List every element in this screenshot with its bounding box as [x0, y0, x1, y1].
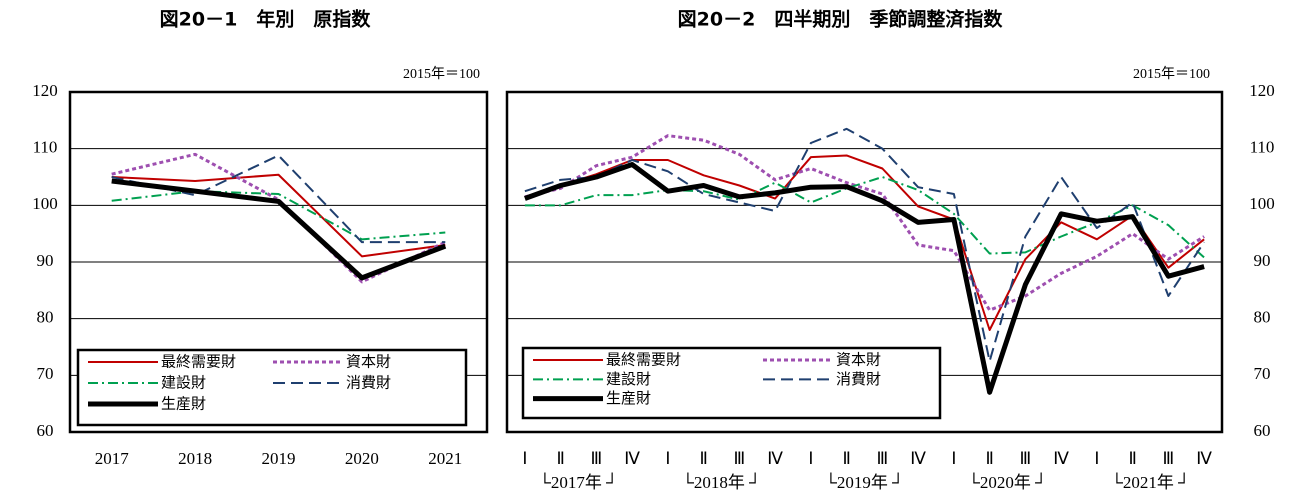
legend-label: 最終需要財 [161, 353, 236, 371]
x-tick-label: Ⅱ [985, 449, 993, 468]
x-tick-label: 2021 [428, 449, 462, 468]
y-tick-label: 110 [33, 138, 58, 157]
x-tick-label: Ⅳ [767, 449, 783, 468]
series-line [111, 173, 446, 258]
x-tick-label: 2020 [345, 449, 379, 468]
series-line [524, 154, 1205, 331]
legend-label: 生産財 [161, 395, 206, 413]
series-line [111, 190, 446, 241]
x-tick-label: Ⅰ [665, 449, 670, 468]
legend-label: 資本財 [836, 351, 881, 369]
x-tick-label: Ⅲ [591, 449, 603, 468]
x-tick-label: Ⅲ [877, 449, 889, 468]
y-tick-label: 100 [32, 194, 58, 213]
x-tick-label: Ⅰ [1094, 449, 1099, 468]
x-tick-label: 2018 [178, 449, 212, 468]
legend-label: 最終需要財 [606, 351, 681, 369]
unit-note: 2015年＝100 [1133, 66, 1210, 82]
x-tick-label: Ⅳ [1196, 449, 1212, 468]
x-tick-label: Ⅰ [951, 449, 956, 468]
year-label: └2018年 ┘ [682, 472, 761, 492]
plot-frame [68, 90, 489, 434]
year-label: └2020年 ┘ [968, 472, 1047, 492]
y-tick-label: 120 [1249, 81, 1275, 100]
legend-label: 消費財 [346, 374, 391, 392]
x-tick-label: Ⅲ [1020, 449, 1032, 468]
x-tick-label: Ⅰ [808, 449, 813, 468]
series-line [524, 127, 1205, 363]
y-tick-label: 60 [1254, 421, 1271, 440]
y-tick-label: 90 [37, 251, 54, 270]
x-tick-label: Ⅳ [1053, 449, 1069, 468]
y-tick-label: 120 [32, 81, 58, 100]
x-tick-label: Ⅰ [522, 449, 527, 468]
legend-label: 建設財 [606, 370, 651, 388]
y-tick-label: 100 [1249, 194, 1275, 213]
chart-title: 図20－2 四半期別 季節調整済指数 [678, 8, 1004, 31]
legend-label: 資本財 [346, 353, 391, 371]
series-line [524, 162, 1205, 395]
plot-frame [505, 90, 1224, 434]
legend-label: 消費財 [836, 370, 881, 388]
y-tick-label: 60 [37, 421, 54, 440]
chart-title: 図20－1 年別 原指数 [160, 8, 372, 31]
x-tick-label: Ⅲ [1163, 449, 1175, 468]
x-tick-label: Ⅱ [556, 449, 564, 468]
y-tick-label: 80 [37, 308, 54, 327]
series-line [524, 134, 1205, 312]
unit-note: 2015年＝100 [403, 66, 480, 82]
series-line [524, 176, 1205, 259]
x-tick-label: Ⅳ [624, 449, 640, 468]
x-tick-label: Ⅱ [699, 449, 707, 468]
legend-label: 生産財 [606, 389, 651, 407]
series-line [111, 178, 447, 281]
legend-label: 建設財 [161, 374, 206, 392]
y-tick-label: 70 [1254, 364, 1271, 383]
x-tick-label: Ⅱ [842, 449, 850, 468]
x-tick-label: 2017 [95, 449, 130, 468]
x-tick-label: Ⅳ [910, 449, 926, 468]
y-tick-label: 80 [1254, 308, 1271, 327]
y-tick-label: 70 [37, 364, 54, 383]
x-tick-label: Ⅱ [1128, 449, 1136, 468]
year-label: └2017年 ┘ [539, 472, 618, 492]
year-label: └2019年 ┘ [825, 472, 904, 492]
x-tick-label: 2019 [262, 449, 296, 468]
series-line [111, 152, 446, 284]
x-tick-label: Ⅲ [734, 449, 746, 468]
series-line [111, 154, 446, 244]
y-tick-label: 90 [1254, 251, 1271, 270]
year-label: └2021年 ┘ [1111, 472, 1190, 492]
y-tick-label: 110 [1250, 138, 1275, 157]
